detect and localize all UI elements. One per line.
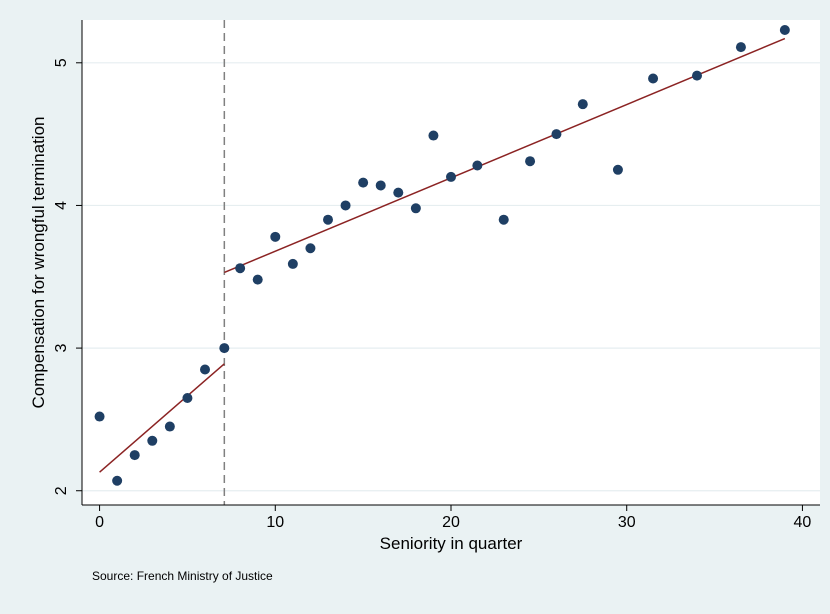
data-point: [164, 421, 175, 432]
data-point: [235, 263, 246, 274]
y-tick-label: 5: [53, 58, 70, 67]
y-tick-label: 2: [53, 486, 70, 495]
data-point: [692, 70, 702, 81]
data-point: [305, 243, 316, 254]
y-axis-label: Compensation for wrongful termination: [29, 117, 48, 409]
data-point: [779, 24, 790, 35]
data-point: [393, 187, 404, 198]
fit-lines: [99, 37, 786, 473]
data-point: [525, 156, 536, 167]
data-point: [340, 200, 351, 211]
axes: 0 10 20 30 40 2 3 4 5: [53, 20, 820, 531]
data-point: [375, 180, 386, 191]
data-point: [219, 343, 230, 354]
data-point: [648, 73, 659, 84]
fit-line: [224, 37, 786, 274]
y-tick-label: 3: [53, 344, 70, 353]
data-point: [551, 129, 562, 140]
data-point: [182, 393, 193, 404]
data-point: [94, 411, 105, 422]
fit-line: [99, 363, 225, 473]
source-note: Source: French Ministry of Justice: [92, 569, 273, 583]
data-point: [577, 99, 588, 110]
x-tick-label: 10: [266, 514, 284, 531]
data-point: [287, 258, 298, 269]
data-point: [498, 214, 509, 225]
x-axis-label: Seniority in quarter: [380, 534, 523, 553]
data-point: [323, 214, 333, 225]
data-point: [112, 475, 123, 486]
gridlines: [82, 62, 820, 492]
data-point: [252, 274, 263, 285]
data-point: [428, 130, 439, 141]
data-point: [358, 177, 369, 188]
data-point: [472, 160, 483, 171]
data-point: [200, 364, 210, 375]
data-point: [612, 164, 623, 175]
y-tick-label: 4: [53, 201, 70, 210]
data-point: [410, 203, 421, 214]
plot-area: [82, 20, 820, 505]
data-points: [94, 24, 790, 486]
data-point: [147, 435, 158, 446]
x-tick-label: 30: [618, 514, 636, 531]
data-point: [270, 231, 281, 242]
data-point: [129, 450, 140, 461]
x-tick-label: 20: [442, 514, 460, 531]
data-point: [735, 42, 746, 53]
x-tick-label: 40: [794, 514, 812, 531]
x-tick-label: 0: [95, 514, 104, 531]
data-point: [446, 171, 456, 182]
